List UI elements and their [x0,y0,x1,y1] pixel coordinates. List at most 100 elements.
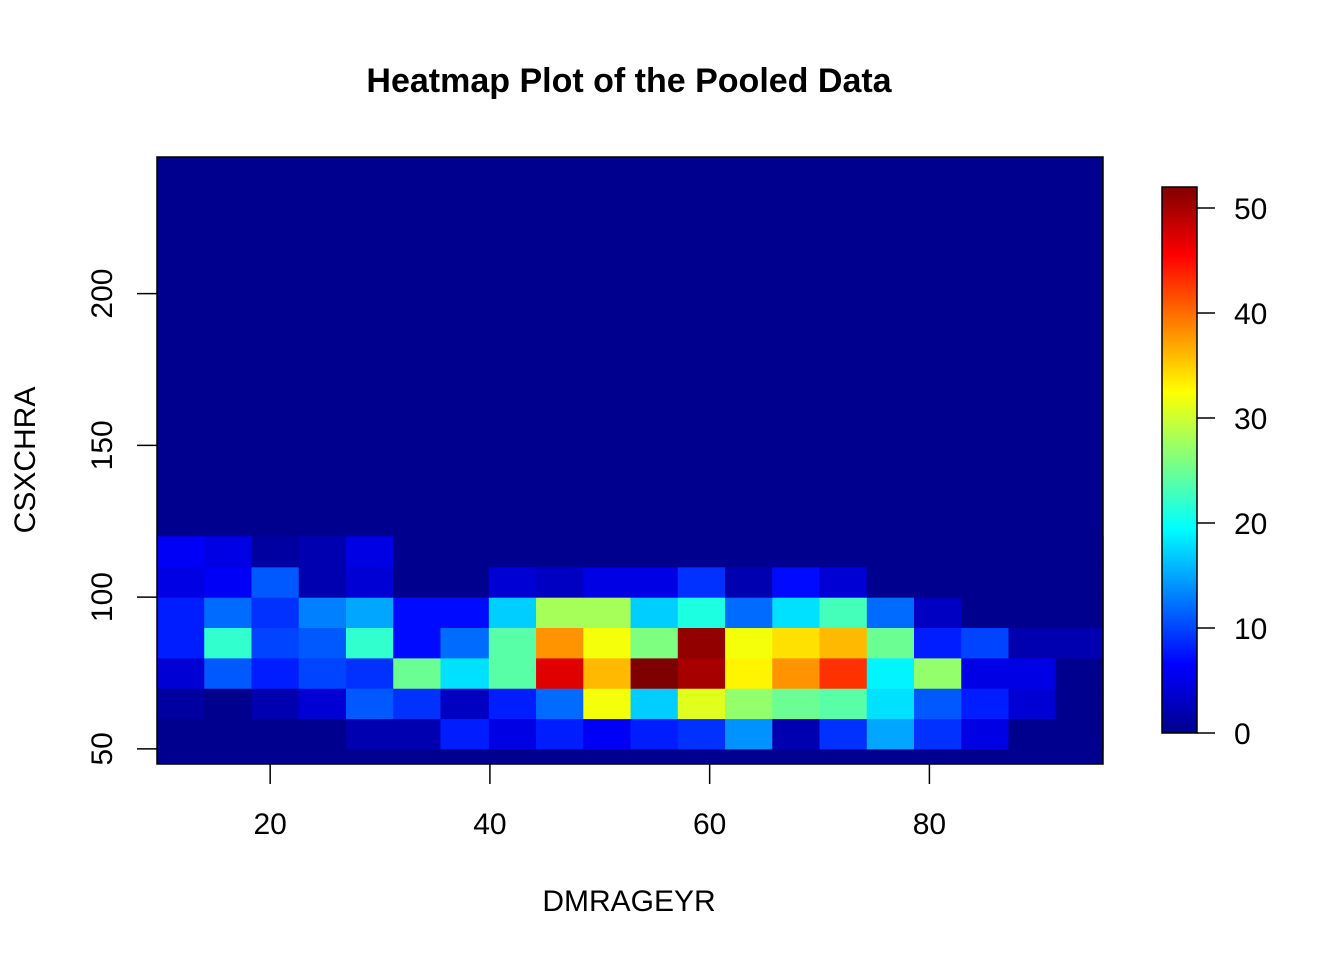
heatmap-cell [204,688,253,720]
heatmap-cell [1008,627,1057,659]
heatmap-cell [725,718,773,750]
heatmap-cell [961,597,1010,629]
heatmap-cell [866,597,915,629]
heatmap-cell [961,536,1010,568]
heatmap-cell [298,657,347,689]
colorbar [1161,186,1198,734]
heatmap-cell [725,566,773,598]
heatmap-cell [393,566,442,598]
heatmap-cell [725,627,773,659]
colorbar-tick-label: 40 [1234,298,1267,331]
heatmap-cell [914,627,962,659]
heatmap-cell [298,627,347,659]
heatmap-cell [488,657,537,689]
heatmap-cell [393,597,442,629]
heatmap-cell [583,627,632,659]
x-tick-label: 20 [253,808,286,841]
heatmap-cell [345,536,394,568]
heatmap-cell [251,657,300,689]
heatmap-cell [204,718,253,750]
heatmap-cell [914,718,962,750]
heatmap-cell [204,536,253,568]
heatmap-cell [961,688,1010,720]
heatmap-cell [677,627,726,659]
heatmap-cell [1008,566,1057,598]
heatmap-cell [583,718,632,750]
x-tick-label: 40 [473,808,506,841]
colorbar-tick-label: 10 [1234,613,1267,646]
heatmap-cell [1055,657,1104,689]
heatmap-cell [536,657,584,689]
heatmap-cell [725,657,773,689]
heatmap-cell [677,688,726,720]
colorbar-tick-label: 20 [1234,508,1267,541]
heatmap-cell [440,536,490,568]
heatmap-cell [536,627,584,659]
heatmap-cell [1008,657,1057,689]
heatmap-cell [157,688,205,720]
heatmap-cell [157,657,205,689]
heatmap-cell [488,597,537,629]
heatmap-cell [725,536,773,568]
heatmap-cell [772,688,821,720]
heatmap-cell [440,597,490,629]
y-tick-label: 200 [86,269,119,319]
heatmap-cell [677,566,726,598]
heatmap-cell [961,566,1010,598]
heatmap-cell [914,566,962,598]
heatmap-cell [914,597,962,629]
heatmap-cell [630,627,679,659]
heatmap-cell [961,657,1010,689]
heatmap-cell [345,688,394,720]
heatmap-cell [583,688,632,720]
heatmap-cell [393,536,442,568]
heatmap-cell [251,566,300,598]
colorbar-tick-label: 30 [1234,403,1267,436]
heatmap-cell [630,657,679,689]
heatmap-cell [157,597,205,629]
heatmap-cell [914,688,962,720]
heatmap-cell [583,536,632,568]
heatmap-cell [204,597,253,629]
heatmap-cell [914,536,962,568]
heatmap-cell [1055,536,1104,568]
x-tick-label: 60 [693,808,726,841]
heatmap-cell [866,657,915,689]
heatmap-cell [298,718,347,750]
y-tick-label: 100 [86,572,119,622]
heatmap-cell [204,566,253,598]
heatmap-cell [298,597,347,629]
heatmap-cell [488,718,537,750]
heatmap-cell [488,627,537,659]
heatmap-cell [819,657,868,689]
heatmap-cell [393,718,442,750]
heatmap-cell [677,597,726,629]
heatmap-cell [866,566,915,598]
heatmap-cell [772,627,821,659]
heatmap-cell [251,597,300,629]
heatmap-cell [157,536,205,568]
heatmap-cell [866,688,915,720]
heatmap-cell [866,536,915,568]
heatmap-cell [393,657,442,689]
heatmap-cell [772,657,821,689]
heatmap-cell [819,688,868,720]
heatmap-cell [1055,718,1104,750]
x-tick-label: 80 [913,808,946,841]
heatmap-cell [157,718,205,750]
heatmap-cell [536,718,584,750]
heatmap-cell [251,718,300,750]
colorbar-tick-label: 50 [1234,193,1267,226]
heatmap-cell [819,597,868,629]
heatmap-cell [1008,688,1057,720]
heatmap-cell [251,536,300,568]
heatmap-cell [677,657,726,689]
heatmap-cell [1055,688,1104,720]
y-tick-label: 150 [86,420,119,470]
heatmap-cell [1055,597,1104,629]
heatmap-cell [488,536,537,568]
heatmap-cell [819,627,868,659]
heatmap-cell [866,627,915,659]
heatmap-cell [772,597,821,629]
